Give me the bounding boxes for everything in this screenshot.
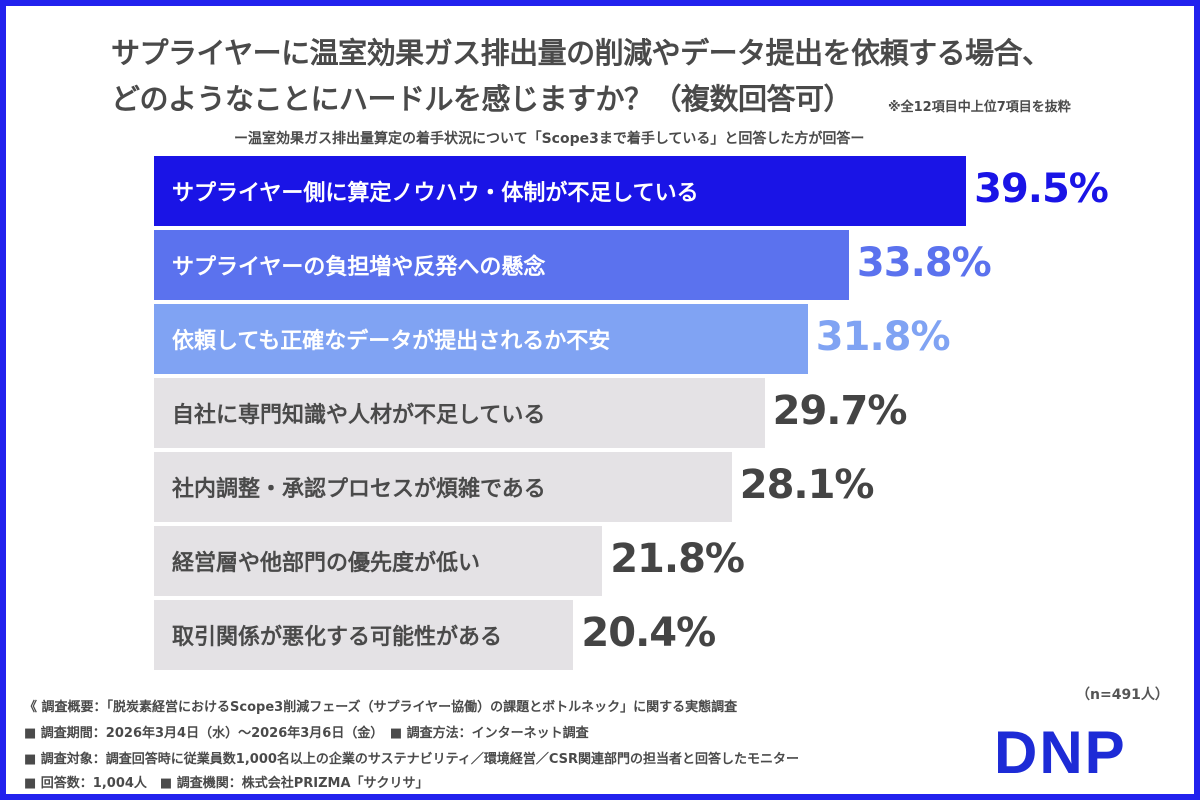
title-line-1: サプライヤーに温室効果ガス排出量の削減やデータ提出を依頼する場合、 <box>111 36 1051 70</box>
bar-label: サプライヤー側に算定ノウハウ・体制が不足している <box>172 181 699 206</box>
sample-size: （n=491人） <box>1076 687 1169 703</box>
title-line-2: どのようなことにハードルを感じますか？（複数回答可） <box>111 82 853 116</box>
bar-label: 社内調整・承認プロセスが煩雑である <box>172 477 546 502</box>
subtitle: ー温室効果ガス排出量算定の着手状況について「Scope3まで着手している」と回答… <box>234 131 865 147</box>
bar-label: 経営層や他部門の優先度が低い <box>172 551 481 576</box>
value-label: 31.8% <box>815 314 951 360</box>
bar: サプライヤーの負担増や反発への懸念 <box>154 230 849 300</box>
footer-line: ■ 調査対象：調査回答時に従業員数1,000名以上の企業のサステナビリティ／環境… <box>24 752 800 767</box>
bar: 自社に専門知識や人材が不足している <box>154 378 765 448</box>
footer-line: ■ 回答数：1,004人 ■ 調査機関：株式会社PRIZMA「サクリサ」 <box>24 776 429 791</box>
note: ※全12項目中上位7項目を抜粋 <box>888 100 1071 115</box>
value-label: 28.1% <box>739 462 875 508</box>
bar: 社内調整・承認プロセスが煩雑である <box>154 452 732 522</box>
bar: サプライヤー側に算定ノウハウ・体制が不足している <box>154 156 967 226</box>
value-label: 39.5% <box>974 166 1109 212</box>
bar-label: 取引関係が悪化する可能性がある <box>172 625 503 650</box>
bar-label: 依頼しても正確なデータが提出されるか不安 <box>172 329 611 354</box>
value-label: 20.4% <box>581 610 716 656</box>
bar: 取引関係が悪化する可能性がある <box>154 600 574 670</box>
footer-line: ■ 調査期間：2026年3月4日（水）～2026年3月6日（金） ■ 調査方法：… <box>24 726 589 741</box>
bar-label: 自社に専門知識や人材が不足している <box>172 403 546 428</box>
value-label: 21.8% <box>610 536 745 582</box>
footer-line: 《 調査概要：「脱炭素経営におけるScope3削減フェーズ（サプライヤー協働）の… <box>24 700 738 715</box>
bar: 依頼しても正確なデータが提出されるか不安 <box>154 304 808 374</box>
value-label: 29.7% <box>772 388 908 434</box>
dnp-logo: DNP <box>994 719 1127 786</box>
value-label: 33.8% <box>856 240 992 286</box>
bar: 経営層や他部門の優先度が低い <box>154 526 603 596</box>
bar-label: サプライヤーの負担増や反発への懸念 <box>172 255 546 280</box>
